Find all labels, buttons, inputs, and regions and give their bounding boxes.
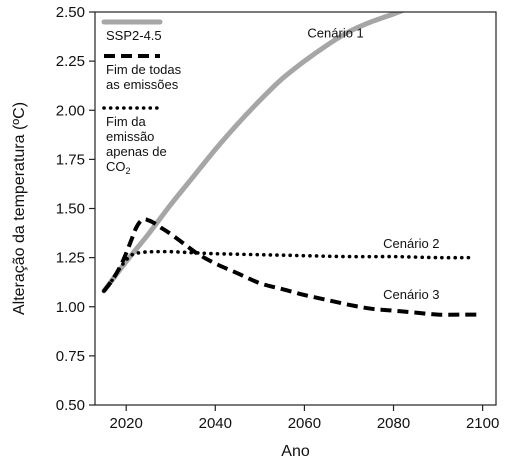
legend-label: Fim da	[106, 114, 147, 129]
x-tick-label: 2080	[377, 415, 410, 432]
legend-label: as emissões	[106, 77, 179, 92]
x-tick-label: 2040	[199, 415, 232, 432]
annotation-1: Cenário 1	[307, 26, 363, 41]
annotation-2: Cenário 2	[383, 236, 439, 251]
legend-entry-0: SSP2-4.5	[101, 19, 163, 43]
annotation-3: Cenário 3	[383, 287, 439, 302]
y-tick-label: 1.25	[56, 250, 85, 267]
series-line-2	[102, 249, 476, 293]
y-axis-title: Alteração da temperatura (ºC)	[11, 102, 28, 315]
y-tick-label: 1.50	[56, 201, 85, 218]
y-tick-label: 1.00	[56, 299, 85, 316]
legend-label: Fim de todas	[106, 62, 182, 77]
x-tick-label: 2060	[288, 415, 321, 432]
y-tick-label: 0.75	[56, 348, 85, 365]
plot-layer	[101, 12, 479, 317]
y-tick-label: 2.00	[56, 102, 85, 119]
x-axis-title: Ano	[281, 443, 310, 460]
y-tick-label: 2.50	[56, 4, 85, 21]
y-tick-label: 0.50	[56, 397, 85, 414]
legend-label: emissão	[106, 129, 154, 144]
axes-layer: 0.50 0.75 1.00 1.25 1.50 1.75 2.00 2.25 2.50 2020…	[11, 4, 499, 460]
y-tick-label: 1.75	[56, 151, 85, 168]
legend-label: apenas de	[106, 144, 167, 159]
x-tick-label: 2100	[466, 415, 499, 432]
legend-label: CO2	[106, 159, 131, 176]
x-tick-label: 2020	[110, 415, 143, 432]
series-line-1	[102, 217, 479, 317]
y-tick-label: 2.25	[56, 53, 85, 70]
legend-label: SSP2-4.5	[106, 28, 162, 43]
annotations: Cenário 1 Cenário 2 Cenário 3	[307, 26, 439, 302]
series-line-0	[101, 12, 406, 294]
